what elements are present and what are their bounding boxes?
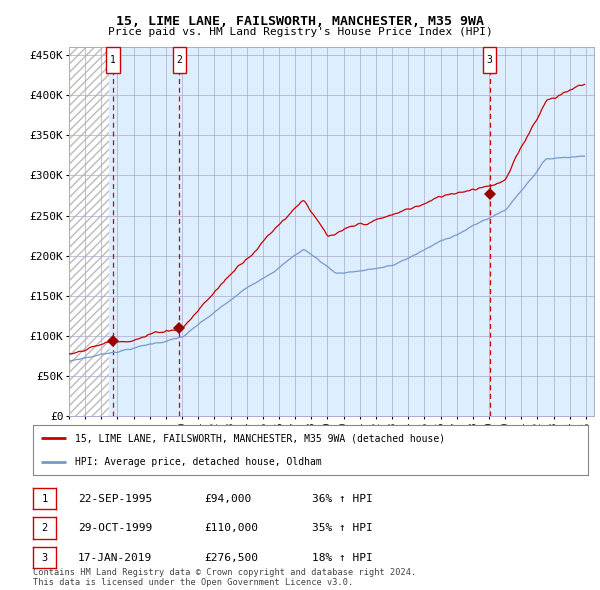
Text: 35% ↑ HPI: 35% ↑ HPI: [312, 523, 373, 533]
Text: £276,500: £276,500: [204, 553, 258, 562]
Bar: [109, 47, 594, 416]
FancyBboxPatch shape: [106, 47, 120, 73]
Text: Contains HM Land Registry data © Crown copyright and database right 2024.: Contains HM Land Registry data © Crown c…: [33, 568, 416, 577]
Text: 3: 3: [41, 553, 47, 562]
FancyBboxPatch shape: [173, 47, 186, 73]
Text: 2: 2: [41, 523, 47, 533]
Text: £110,000: £110,000: [204, 523, 258, 533]
Text: 1: 1: [41, 494, 47, 503]
Text: HPI: Average price, detached house, Oldham: HPI: Average price, detached house, Oldh…: [74, 457, 322, 467]
Text: 15, LIME LANE, FAILSWORTH, MANCHESTER, M35 9WA (detached house): 15, LIME LANE, FAILSWORTH, MANCHESTER, M…: [74, 433, 445, 443]
Text: This data is licensed under the Open Government Licence v3.0.: This data is licensed under the Open Gov…: [33, 578, 353, 587]
Bar: [69, 47, 109, 416]
Text: 3: 3: [487, 55, 493, 65]
Text: 29-OCT-1999: 29-OCT-1999: [78, 523, 152, 533]
Text: 36% ↑ HPI: 36% ↑ HPI: [312, 494, 373, 503]
Text: 1: 1: [110, 55, 116, 65]
Text: Price paid vs. HM Land Registry's House Price Index (HPI): Price paid vs. HM Land Registry's House …: [107, 27, 493, 37]
Text: £94,000: £94,000: [204, 494, 251, 503]
Text: 18% ↑ HPI: 18% ↑ HPI: [312, 553, 373, 562]
Text: 15, LIME LANE, FAILSWORTH, MANCHESTER, M35 9WA: 15, LIME LANE, FAILSWORTH, MANCHESTER, M…: [116, 15, 484, 28]
Text: 17-JAN-2019: 17-JAN-2019: [78, 553, 152, 562]
FancyBboxPatch shape: [483, 47, 496, 73]
Text: 22-SEP-1995: 22-SEP-1995: [78, 494, 152, 503]
Text: 2: 2: [176, 55, 182, 65]
